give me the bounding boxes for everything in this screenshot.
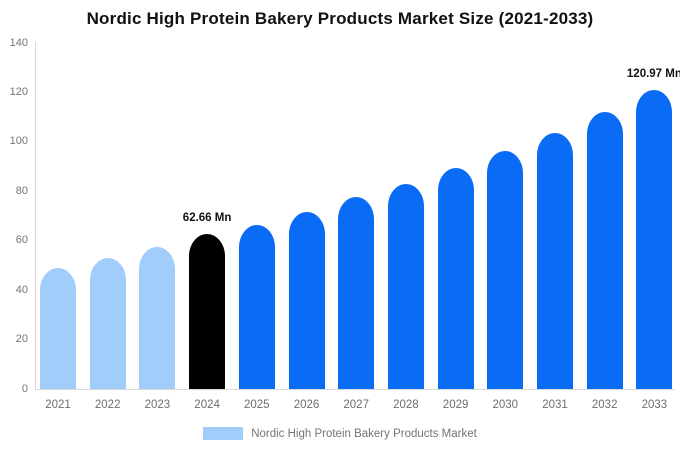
x-tick-2032: 2032 (591, 399, 618, 411)
annotation-2033: 120.97 Mn (626, 68, 680, 81)
x-tick-2028: 2028 (393, 399, 419, 411)
bar-2032 (586, 112, 623, 389)
y-tick-40: 40 (15, 283, 28, 296)
x-tick-2026: 2026 (293, 399, 320, 411)
legend-swatch (203, 427, 244, 440)
legend-label: Nordic High Protein Bakery Products Mark… (251, 427, 477, 440)
bar-2026 (288, 212, 325, 389)
y-axis-line (35, 42, 36, 389)
x-tick-2033: 2033 (641, 399, 668, 411)
x-tick-2021: 2021 (45, 399, 71, 411)
x-tick-2030: 2030 (492, 399, 519, 411)
chart-title: Nordic High Protein Bakery Products Mark… (86, 9, 594, 28)
bar-2030 (487, 150, 524, 389)
bar-2027 (338, 197, 375, 389)
y-tick-100: 100 (9, 135, 28, 148)
y-tick-80: 80 (15, 184, 28, 197)
annotation-2024: 62.66 Mn (182, 212, 232, 225)
x-tick-2022: 2022 (94, 399, 121, 411)
bar-2021 (40, 267, 76, 389)
bar-2028 (387, 183, 424, 389)
legend: Nordic High Protein Bakery Products Mark… (0, 427, 680, 440)
x-tick-2027: 2027 (343, 399, 369, 411)
x-tick-2025: 2025 (244, 399, 270, 411)
bar-2023 (139, 246, 176, 389)
y-tick-140: 140 (9, 36, 28, 49)
bar-2025 (238, 224, 275, 389)
x-tick-2029: 2029 (442, 399, 469, 411)
x-tick-2024: 2024 (194, 399, 220, 411)
x-tick-2031: 2031 (542, 399, 568, 411)
bar-2029 (437, 167, 474, 389)
y-tick-20: 20 (15, 333, 28, 346)
bar-2031 (537, 133, 573, 389)
x-axis-line (35, 389, 675, 390)
bar-2033 (636, 90, 673, 389)
bar-2022 (89, 258, 126, 389)
y-tick-120: 120 (9, 85, 28, 98)
x-tick-2023: 2023 (144, 399, 171, 411)
bar-2024 (189, 234, 226, 389)
y-tick-60: 60 (15, 234, 28, 247)
y-tick-0: 0 (21, 382, 28, 395)
